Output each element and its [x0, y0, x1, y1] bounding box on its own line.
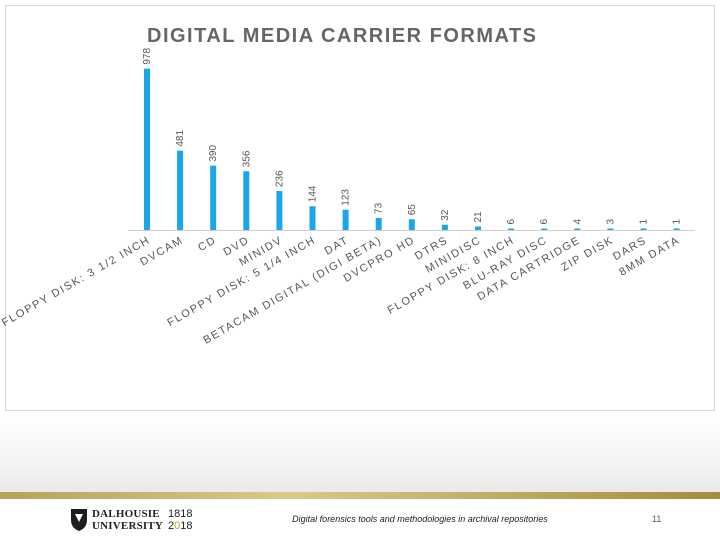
value-label-6: 123	[341, 189, 352, 206]
bar-6	[342, 209, 349, 230]
value-label-3: 356	[241, 150, 252, 167]
bar-14	[607, 228, 614, 230]
chart-frame	[5, 5, 715, 411]
bar-0	[144, 68, 150, 230]
value-label-11: 6	[506, 219, 517, 225]
value-label-2: 390	[208, 145, 219, 162]
value-label-16: 1	[672, 219, 683, 225]
bottom-shade	[0, 412, 720, 494]
bar-11	[508, 228, 515, 230]
bar-7	[375, 217, 382, 230]
bar-4	[276, 191, 283, 230]
shield-icon	[71, 509, 87, 531]
page-number: 11	[652, 514, 662, 524]
footer-accent-bar	[0, 492, 720, 499]
value-label-4: 236	[274, 170, 285, 187]
footer-caption: Digital forensics tools and methodologie…	[292, 514, 548, 524]
bar-1	[177, 150, 184, 230]
bar-5	[309, 206, 316, 230]
bar-3	[243, 171, 250, 230]
chart-title: DIGITAL MEDIA CARRIER FORMATS	[147, 25, 538, 47]
footer	[0, 499, 720, 540]
bar-15	[640, 228, 647, 230]
category-label-2: CD	[196, 234, 219, 254]
value-label-1: 481	[175, 130, 186, 147]
bar-13	[574, 228, 581, 230]
university-name: DALHOUSIE UNIVERSITY	[92, 508, 164, 532]
bar-8	[408, 219, 415, 230]
value-label-5: 144	[308, 185, 319, 202]
value-label-8: 65	[407, 204, 418, 216]
value-label-13: 4	[572, 219, 583, 225]
bar-10	[475, 226, 481, 230]
anniversary-years: 1818 2018	[168, 508, 193, 532]
value-label-9: 32	[440, 209, 451, 221]
bar-16	[673, 228, 680, 230]
value-label-15: 1	[639, 219, 650, 225]
value-label-14: 3	[605, 219, 616, 225]
value-label-10: 21	[473, 211, 484, 223]
value-label-0: 978	[142, 48, 153, 65]
bar-9	[441, 224, 448, 230]
university-logo: DALHOUSIE UNIVERSITY 1818 2018	[70, 508, 210, 534]
bar-12	[541, 228, 548, 230]
bar-2	[210, 165, 217, 230]
value-label-12: 6	[539, 219, 550, 225]
bar-chart: DIGITAL MEDIA CARRIER FORMATS 978 FLOPPY …	[0, 25, 695, 347]
value-label-7: 73	[374, 202, 385, 214]
category-label-0: FLOPPY DISK: 3 1/2 INCH	[0, 234, 153, 329]
